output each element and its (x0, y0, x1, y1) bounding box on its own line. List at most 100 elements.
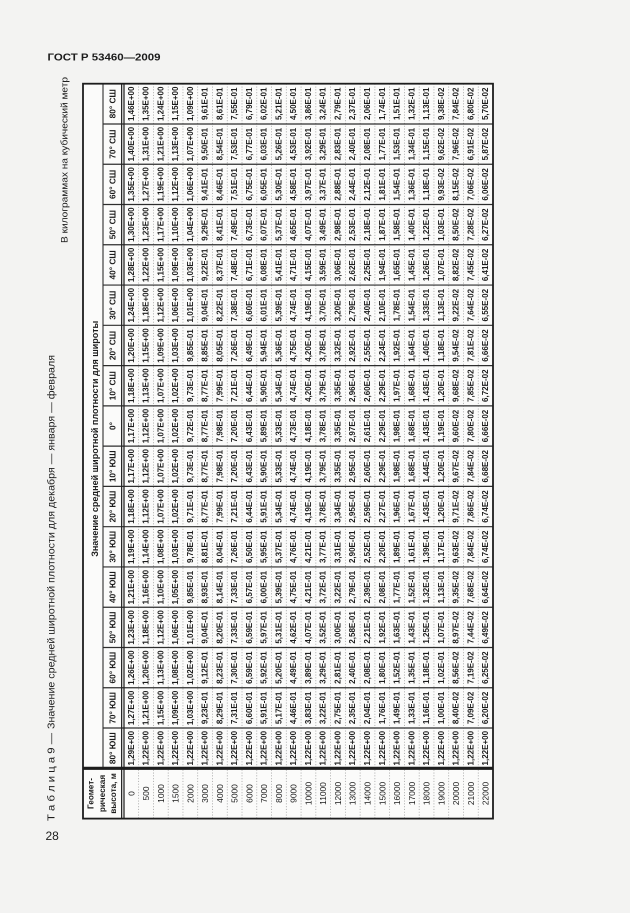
svg-text:3,22E-01: 3,22E-01 (334, 570, 343, 603)
svg-text:ГОСТ Р 53460—2009: ГОСТ Р 53460—2009 (48, 52, 161, 63)
svg-text:1,52E-01: 1,52E-01 (407, 570, 416, 603)
svg-text:1,19E-01: 1,19E-01 (437, 409, 446, 442)
svg-text:8,37E-01: 8,37E-01 (215, 248, 224, 281)
svg-text:1,00E-01: 1,00E-01 (437, 691, 446, 724)
svg-text:7,33E-01: 7,33E-01 (230, 570, 239, 603)
svg-text:3,06E-01: 3,06E-01 (334, 248, 343, 281)
svg-text:7,19E-02: 7,19E-02 (466, 651, 475, 684)
svg-text:1,26E-01: 1,26E-01 (422, 248, 431, 281)
svg-text:1,13E-01: 1,13E-01 (422, 87, 431, 120)
svg-text:1,40E-01: 1,40E-01 (407, 208, 416, 241)
svg-text:1,13E-01: 1,13E-01 (437, 570, 446, 603)
svg-text:1,20E+00: 1,20E+00 (127, 328, 136, 363)
svg-text:1,22E+00: 1,22E+00 (142, 247, 151, 282)
svg-text:3,37E-01: 3,37E-01 (319, 168, 328, 201)
svg-text:16000: 16000 (392, 782, 402, 806)
svg-text:1,22E+00: 1,22E+00 (201, 730, 210, 765)
svg-text:15000: 15000 (377, 782, 387, 806)
svg-text:3,89E-01: 3,89E-01 (304, 651, 313, 684)
svg-text:4,50E-01: 4,50E-01 (289, 87, 298, 120)
svg-text:2,29E-01: 2,29E-01 (378, 450, 387, 483)
svg-text:2,88E-01: 2,88E-01 (334, 168, 343, 201)
svg-text:3,35E-01: 3,35E-01 (334, 409, 343, 442)
svg-text:1,77E-01: 1,77E-01 (393, 570, 402, 603)
svg-text:1,06E+00: 1,06E+00 (171, 610, 180, 645)
svg-text:1,22E+00: 1,22E+00 (437, 730, 446, 765)
svg-text:4,07E-01: 4,07E-01 (304, 208, 313, 241)
svg-text:6,66E-02: 6,66E-02 (481, 409, 490, 442)
svg-text:9,29E-01: 9,29E-01 (201, 208, 210, 241)
svg-text:1,92E-01: 1,92E-01 (378, 611, 387, 644)
svg-text:1,22E+00: 1,22E+00 (215, 730, 224, 765)
svg-text:1,31E+00: 1,31E+00 (142, 126, 151, 161)
svg-text:6,74E-02: 6,74E-02 (481, 530, 490, 563)
svg-text:1,65E-01: 1,65E-01 (393, 248, 402, 281)
svg-text:1,81E-01: 1,81E-01 (378, 168, 387, 201)
svg-text:1,12E+00: 1,12E+00 (142, 449, 151, 484)
svg-text:1,07E+00: 1,07E+00 (156, 449, 165, 484)
svg-text:8,77E-01: 8,77E-01 (201, 409, 210, 442)
svg-text:6,44E-01: 6,44E-01 (245, 369, 254, 402)
svg-text:5,92E-01: 5,92E-01 (260, 651, 269, 684)
svg-text:2,60E-01: 2,60E-01 (363, 450, 372, 483)
svg-text:18000: 18000 (422, 782, 432, 806)
svg-text:4,76E-01: 4,76E-01 (289, 530, 298, 563)
svg-text:7,09E-02: 7,09E-02 (466, 691, 475, 724)
svg-text:3,70E-01: 3,70E-01 (319, 288, 328, 321)
svg-text:2,75E-01: 2,75E-01 (334, 691, 343, 724)
svg-text:2,40E-01: 2,40E-01 (348, 127, 357, 160)
svg-text:2,37E-01: 2,37E-01 (348, 87, 357, 120)
svg-text:рическая: рическая (98, 775, 107, 812)
svg-text:50° СШ: 50° СШ (108, 210, 118, 239)
svg-text:4,19E-01: 4,19E-01 (304, 450, 313, 483)
svg-text:3,00E-01: 3,00E-01 (334, 611, 343, 644)
svg-text:40° ЮШ: 40° ЮШ (108, 571, 118, 603)
svg-text:5,30E-01: 5,30E-01 (274, 168, 283, 201)
svg-text:1,39E-01: 1,39E-01 (422, 530, 431, 563)
svg-text:1,52E-01: 1,52E-01 (393, 651, 402, 684)
svg-text:70° ЮШ: 70° ЮШ (108, 692, 118, 724)
svg-text:2,08E-01: 2,08E-01 (363, 127, 372, 160)
svg-text:7,81E-02: 7,81E-02 (466, 329, 475, 362)
svg-text:6,66E-02: 6,66E-02 (481, 329, 490, 362)
svg-text:4,15E-01: 4,15E-01 (304, 248, 313, 281)
svg-text:6,75E-01: 6,75E-01 (245, 168, 254, 201)
svg-text:2,04E-01: 2,04E-01 (363, 691, 372, 724)
svg-text:5,34E-01: 5,34E-01 (274, 369, 283, 402)
svg-text:8,20E-01: 8,20E-01 (215, 611, 224, 644)
svg-text:1,17E+00: 1,17E+00 (127, 408, 136, 443)
svg-text:13000: 13000 (348, 782, 358, 806)
svg-text:2,92E-01: 2,92E-01 (348, 329, 357, 362)
svg-text:7,68E-02: 7,68E-02 (466, 570, 475, 603)
svg-text:3,35E-01: 3,35E-01 (334, 369, 343, 402)
svg-text:4,75E-01: 4,75E-01 (289, 570, 298, 603)
svg-text:7,49E-01: 7,49E-01 (230, 208, 239, 241)
svg-text:30° ЮШ: 30° ЮШ (108, 531, 118, 563)
svg-text:8,61E-01: 8,61E-01 (215, 87, 224, 120)
svg-text:1,43E-01: 1,43E-01 (422, 369, 431, 402)
svg-text:1,22E+00: 1,22E+00 (422, 730, 431, 765)
svg-text:2,60E-01: 2,60E-01 (363, 369, 372, 402)
svg-text:4,71E-01: 4,71E-01 (289, 248, 298, 281)
svg-text:9,04E-01: 9,04E-01 (201, 288, 210, 321)
svg-text:1,51E-01: 1,51E-01 (393, 87, 402, 120)
svg-text:1,17E+00: 1,17E+00 (156, 207, 165, 242)
svg-text:1,09E+00: 1,09E+00 (156, 328, 165, 363)
svg-text:500: 500 (141, 786, 151, 800)
svg-text:6,00E-01: 6,00E-01 (260, 570, 269, 603)
svg-text:2,97E-01: 2,97E-01 (348, 409, 357, 442)
svg-text:2,08E-01: 2,08E-01 (363, 651, 372, 684)
svg-text:2,90E-01: 2,90E-01 (348, 530, 357, 563)
svg-text:8,04E-01: 8,04E-01 (215, 530, 224, 563)
svg-text:5,34E-01: 5,34E-01 (274, 490, 283, 523)
svg-text:2,61E-01: 2,61E-01 (363, 409, 372, 442)
svg-text:1,43E-01: 1,43E-01 (407, 611, 416, 644)
svg-text:1,30E+00: 1,30E+00 (127, 207, 136, 242)
svg-text:9,73E-01: 9,73E-01 (186, 450, 195, 483)
svg-text:3,20E-01: 3,20E-01 (334, 288, 343, 321)
svg-text:3,83E-01: 3,83E-01 (304, 691, 313, 724)
svg-text:6,59E-01: 6,59E-01 (245, 651, 254, 684)
svg-text:1,18E+00: 1,18E+00 (142, 610, 151, 645)
svg-text:1,34E-01: 1,34E-01 (407, 127, 416, 160)
svg-text:7,98E-01: 7,98E-01 (215, 409, 224, 442)
